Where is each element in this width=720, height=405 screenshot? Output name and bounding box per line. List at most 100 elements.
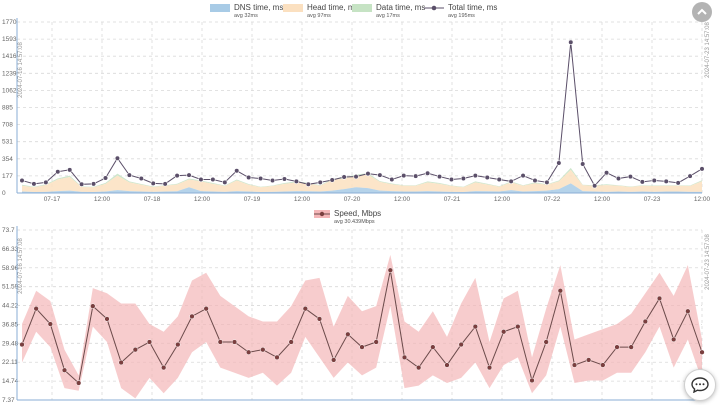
speed-point xyxy=(416,364,422,371)
total-time-point xyxy=(639,179,645,185)
speed-point xyxy=(203,306,209,312)
total-time-point xyxy=(31,181,37,187)
total-time-point xyxy=(90,181,97,187)
x-tick-label: 07-21 xyxy=(444,196,461,203)
y-tick-label: 354 xyxy=(2,156,13,163)
legend-swatch xyxy=(283,4,303,12)
total-time-point xyxy=(43,179,49,185)
total-time-point xyxy=(19,177,25,184)
speed-point xyxy=(515,323,521,330)
scroll-top-button[interactable] xyxy=(692,2,712,22)
speed-chart-line xyxy=(19,267,705,386)
y-tick-label: 1416 xyxy=(2,53,17,60)
speed-point xyxy=(401,354,408,361)
timing-chart-total-line xyxy=(19,39,705,189)
legend-label: DNS time, ms xyxy=(234,3,283,12)
speed-point xyxy=(586,357,592,363)
speed-point xyxy=(656,295,663,302)
legend-label: Head time, ms xyxy=(307,3,359,12)
speed-point xyxy=(571,362,578,368)
legend-label: Speed, Mbps xyxy=(334,209,381,218)
speed-point xyxy=(61,367,68,373)
y-tick-label: 29.48 xyxy=(2,340,19,347)
range-start-label: 2024-07-16 14:57:08 xyxy=(18,237,24,293)
x-tick-label: 07-23 xyxy=(644,196,661,203)
legend-swatch-dot xyxy=(319,211,325,217)
total-time-point xyxy=(317,179,323,185)
x-tick-label: 12:00 xyxy=(394,196,411,203)
total-time-point xyxy=(126,172,132,178)
speed-point xyxy=(543,339,549,345)
total-time-point xyxy=(401,173,407,179)
speed-point xyxy=(359,344,365,350)
speed-point xyxy=(387,267,393,273)
speed-point xyxy=(699,349,705,355)
total-time-point xyxy=(257,175,264,182)
y-tick-label: 708 xyxy=(2,122,13,129)
total-time-point xyxy=(55,169,61,175)
range-start-label: 2024-07-16 14:57:08 xyxy=(18,41,24,97)
speed-chart-band xyxy=(22,254,702,399)
total-time-point xyxy=(198,176,204,183)
x-tick-label: 12:00 xyxy=(194,196,211,203)
speed-point xyxy=(246,349,252,355)
total-time-point xyxy=(138,175,144,182)
speed-point xyxy=(458,341,464,348)
legend-sublabel: avg 195ms xyxy=(448,13,475,19)
x-tick-label: 12:00 xyxy=(594,196,611,203)
speed-point xyxy=(642,318,648,325)
total-time-point xyxy=(508,178,514,185)
speed-point xyxy=(189,313,195,320)
total-time-point xyxy=(67,167,73,173)
speed-range-band xyxy=(22,254,702,399)
speed-point xyxy=(430,344,436,350)
y-tick-label: 1770 xyxy=(2,19,17,26)
y-tick-label: 885 xyxy=(2,105,13,112)
total-time-point xyxy=(210,176,216,183)
total-time-point xyxy=(377,172,383,178)
x-tick-label: 12:00 xyxy=(694,196,711,203)
timing-chart-areas xyxy=(22,167,702,193)
dns-time-area xyxy=(22,183,702,193)
total-time-point xyxy=(436,173,443,180)
total-time-point xyxy=(365,171,371,177)
legend-sublabel: avg 17ms xyxy=(376,13,400,19)
legend-sublabel: avg 97ms xyxy=(307,13,331,19)
speed-point xyxy=(231,339,238,345)
total-time-point xyxy=(114,155,121,161)
total-time-line xyxy=(21,42,703,187)
timing-chart-axes: 0 177 354 531 708 885 1062 1239 1416 1593 1770 07-1… xyxy=(2,18,711,203)
y-tick-label: 177 xyxy=(2,173,13,180)
x-tick-label: 07-20 xyxy=(344,196,361,203)
x-tick-label: 07-18 xyxy=(144,196,161,203)
total-time-point xyxy=(544,179,550,185)
total-time-point xyxy=(651,177,657,184)
legend-label: Total time, ms xyxy=(448,3,497,12)
speed-point xyxy=(217,339,223,345)
total-time-point xyxy=(162,181,168,187)
y-tick-label: 58.96 xyxy=(2,265,19,272)
chat-button[interactable] xyxy=(684,369,716,401)
speed-point xyxy=(600,362,606,368)
speed-point xyxy=(444,362,450,368)
total-time-point xyxy=(592,183,598,189)
speed-point xyxy=(161,364,167,371)
speed-point xyxy=(486,364,493,371)
total-time-point xyxy=(305,181,311,187)
y-tick-label: 531 xyxy=(2,139,13,146)
speed-point xyxy=(331,357,337,363)
total-time-point xyxy=(580,161,586,167)
y-tick-label: 1593 xyxy=(2,36,17,43)
speed-point xyxy=(501,329,507,335)
total-time-point xyxy=(448,176,455,183)
speed-point xyxy=(472,323,478,330)
speed-point xyxy=(90,303,96,309)
total-time-point xyxy=(222,179,228,185)
speed-point xyxy=(628,344,634,350)
total-time-point xyxy=(603,170,610,176)
chevron-up-icon xyxy=(697,8,707,15)
total-time-point xyxy=(472,173,478,179)
y-tick-label: 73.7 xyxy=(2,227,15,234)
